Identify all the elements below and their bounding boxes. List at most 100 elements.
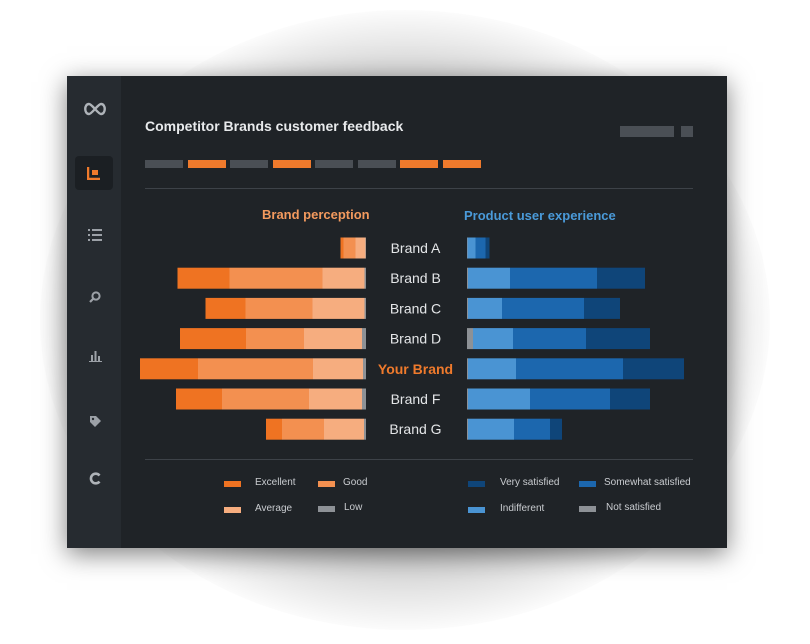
experience-bar-indifferent [468, 418, 514, 440]
experience-bar-not-satisfied [467, 358, 468, 380]
perception-bar-low [365, 237, 366, 259]
legend-label: Very satisfied [500, 477, 560, 488]
experience-bar-very-satisfied [623, 358, 684, 380]
perception-bar-good [198, 358, 313, 380]
bar-chart-icon[interactable] [81, 342, 109, 370]
search-icon[interactable] [81, 283, 109, 311]
perception-bar-good [343, 237, 356, 259]
experience-bar-very-satisfied [597, 267, 645, 289]
perception-bar-average [322, 267, 365, 289]
experience-bar-not-satisfied [467, 388, 468, 410]
category-label: Brand F [391, 391, 441, 407]
header-segment [357, 160, 396, 168]
category-label: Brand A [391, 240, 441, 256]
category-label: Brand C [390, 300, 441, 316]
legend-label: Somewhat satisfied [604, 477, 691, 488]
experience-bar-somewhat-satisfied [516, 358, 623, 380]
perception-bar-average [309, 388, 362, 410]
legend-swatch [318, 506, 335, 512]
legend-swatch [468, 507, 485, 513]
experience-bar-indifferent [473, 328, 513, 350]
experience-bar-indifferent [468, 297, 502, 319]
experience-bar-not-satisfied [467, 418, 468, 440]
perception-bar-low [364, 267, 366, 289]
refresh-icon[interactable] [81, 464, 109, 492]
header-segment [187, 160, 226, 168]
experience-bar-not-satisfied [467, 297, 468, 319]
experience-bar-not-satisfied [467, 267, 468, 289]
perception-bar-good [282, 418, 324, 440]
experience-bar-somewhat-satisfied [513, 328, 586, 350]
experience-bar-somewhat-satisfied [530, 388, 610, 410]
legend-label: Low [344, 502, 363, 513]
dashboard-window: Competitor Brands customer feedback Bran… [67, 76, 727, 548]
category-label: Your Brand [378, 361, 453, 377]
experience-bar-very-satisfied [584, 297, 620, 319]
legend-label: Not satisfied [606, 502, 662, 513]
header-segment [400, 160, 438, 168]
perception-bar-low [364, 297, 366, 319]
header-segment [230, 160, 268, 168]
experience-bar-somewhat-satisfied [502, 297, 584, 319]
perception-bar-average [304, 328, 362, 350]
perception-bar-low [362, 388, 366, 410]
perception-bar-good [246, 328, 304, 350]
experience-bar-not-satisfied [467, 328, 473, 350]
category-label: Brand G [389, 421, 441, 437]
perception-bar-excellent [177, 267, 230, 289]
experience-bar-not-satisfied [467, 237, 468, 259]
experience-bar-somewhat-satisfied [514, 418, 550, 440]
perception-bar-excellent [140, 358, 198, 380]
experience-bar-very-satisfied [610, 388, 650, 410]
legend-label: Excellent [255, 477, 296, 488]
legend-label: Average [255, 503, 293, 514]
category-label: Brand D [390, 331, 441, 347]
perception-bar-average [312, 297, 365, 319]
experience-bar-indifferent [468, 358, 516, 380]
perception-bar-low [363, 358, 366, 380]
experience-bar-indifferent [467, 237, 476, 259]
perception-bar-excellent [205, 297, 246, 319]
perception-bar-low [362, 328, 366, 350]
sidebar [67, 76, 121, 548]
legend-label: Good [343, 477, 368, 488]
perception-bar-average [324, 418, 364, 440]
experience-bar-indifferent [468, 388, 530, 410]
experience-bar-somewhat-satisfied [510, 267, 597, 289]
perception-bar-good [222, 388, 309, 410]
legend-swatch [468, 481, 485, 487]
perception-bar-excellent [266, 418, 282, 440]
experience-bar-very-satisfied [550, 418, 562, 440]
perception-bar-average [355, 237, 366, 259]
tag-icon[interactable] [81, 407, 109, 435]
category-label: Brand B [390, 270, 441, 286]
brand-perception-heading: Brand perception [262, 207, 370, 222]
perception-bar-good [229, 267, 323, 289]
dashboard-icon[interactable] [75, 156, 113, 190]
page-title: Competitor Brands customer feedback [145, 118, 404, 134]
header-segment [272, 160, 311, 168]
header-segment [442, 160, 481, 168]
legend-swatch [579, 481, 596, 487]
experience-bar-very-satisfied [485, 237, 490, 259]
header-segment [315, 160, 353, 168]
perception-bar-average [313, 358, 363, 380]
header-segment [145, 160, 183, 168]
perception-bar-excellent [180, 328, 246, 350]
perception-bar-excellent [176, 388, 222, 410]
header-placeholder-box [681, 126, 693, 137]
infinity-logo-icon[interactable] [81, 95, 109, 123]
product-experience-heading: Product user experience [464, 208, 616, 223]
legend-swatch [318, 481, 335, 487]
experience-bar-indifferent [468, 267, 510, 289]
perception-bar-excellent [340, 237, 344, 259]
legend-swatch [579, 506, 596, 512]
header-placeholder-bar [620, 126, 674, 137]
diverging-bar-chart: Brand A Brand B Brand C Brand D Your Brand Br… [140, 237, 684, 440]
legend-swatch [224, 507, 241, 513]
experience-bar-somewhat-satisfied [475, 237, 486, 259]
list-icon[interactable] [81, 221, 109, 249]
bottom-divider [145, 459, 693, 460]
perception-bar-good [245, 297, 313, 319]
legend-label: Indifferent [500, 503, 545, 514]
